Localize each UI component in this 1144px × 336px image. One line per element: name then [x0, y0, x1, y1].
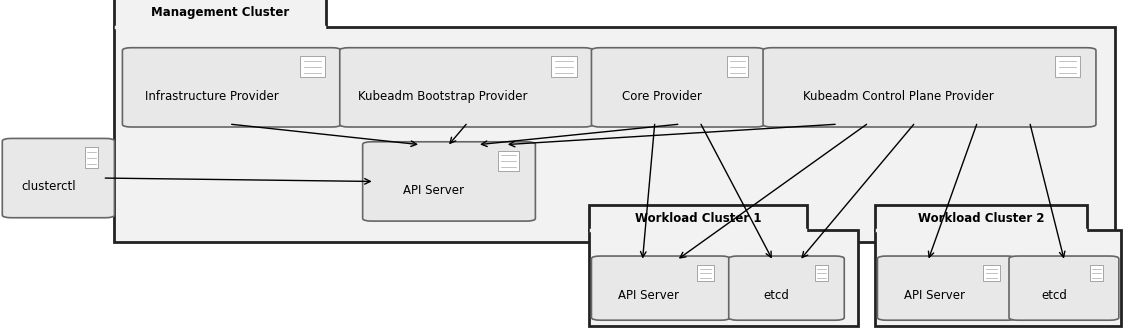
Text: Kubeadm Bootstrap Provider: Kubeadm Bootstrap Provider: [358, 90, 527, 103]
Bar: [875, 230, 1121, 326]
Bar: [875, 205, 1087, 230]
FancyBboxPatch shape: [763, 48, 1096, 127]
FancyBboxPatch shape: [363, 142, 535, 221]
FancyBboxPatch shape: [591, 256, 730, 320]
Text: API Server: API Server: [618, 289, 680, 302]
Text: API Server: API Server: [904, 289, 966, 302]
Bar: [86, 147, 98, 168]
Text: etcd: etcd: [1042, 289, 1067, 302]
Bar: [114, 27, 1115, 242]
FancyBboxPatch shape: [122, 48, 341, 127]
Text: Workload Cluster 1: Workload Cluster 1: [635, 212, 761, 224]
Bar: [589, 205, 807, 230]
Text: etcd: etcd: [764, 289, 789, 302]
FancyBboxPatch shape: [591, 48, 764, 127]
FancyBboxPatch shape: [340, 48, 593, 127]
Text: Management Cluster: Management Cluster: [151, 6, 289, 19]
Bar: [114, 0, 326, 27]
Text: Core Provider: Core Provider: [622, 90, 702, 103]
Text: clusterctl: clusterctl: [22, 180, 77, 194]
FancyBboxPatch shape: [1009, 256, 1119, 320]
Text: API Server: API Server: [403, 184, 464, 197]
FancyBboxPatch shape: [877, 256, 1016, 320]
Bar: [551, 56, 577, 77]
Bar: [498, 151, 519, 171]
Bar: [697, 265, 714, 281]
Bar: [300, 56, 325, 77]
Bar: [983, 265, 1000, 281]
Text: Kubeadm Control Plane Provider: Kubeadm Control Plane Provider: [803, 90, 993, 103]
Bar: [1055, 56, 1080, 77]
Text: Workload Cluster 2: Workload Cluster 2: [917, 212, 1044, 224]
Bar: [815, 265, 828, 281]
Text: Infrastructure Provider: Infrastructure Provider: [145, 90, 278, 103]
FancyBboxPatch shape: [729, 256, 844, 320]
FancyBboxPatch shape: [2, 138, 114, 218]
Bar: [726, 56, 748, 77]
Bar: [1090, 265, 1103, 281]
Bar: [589, 230, 858, 326]
